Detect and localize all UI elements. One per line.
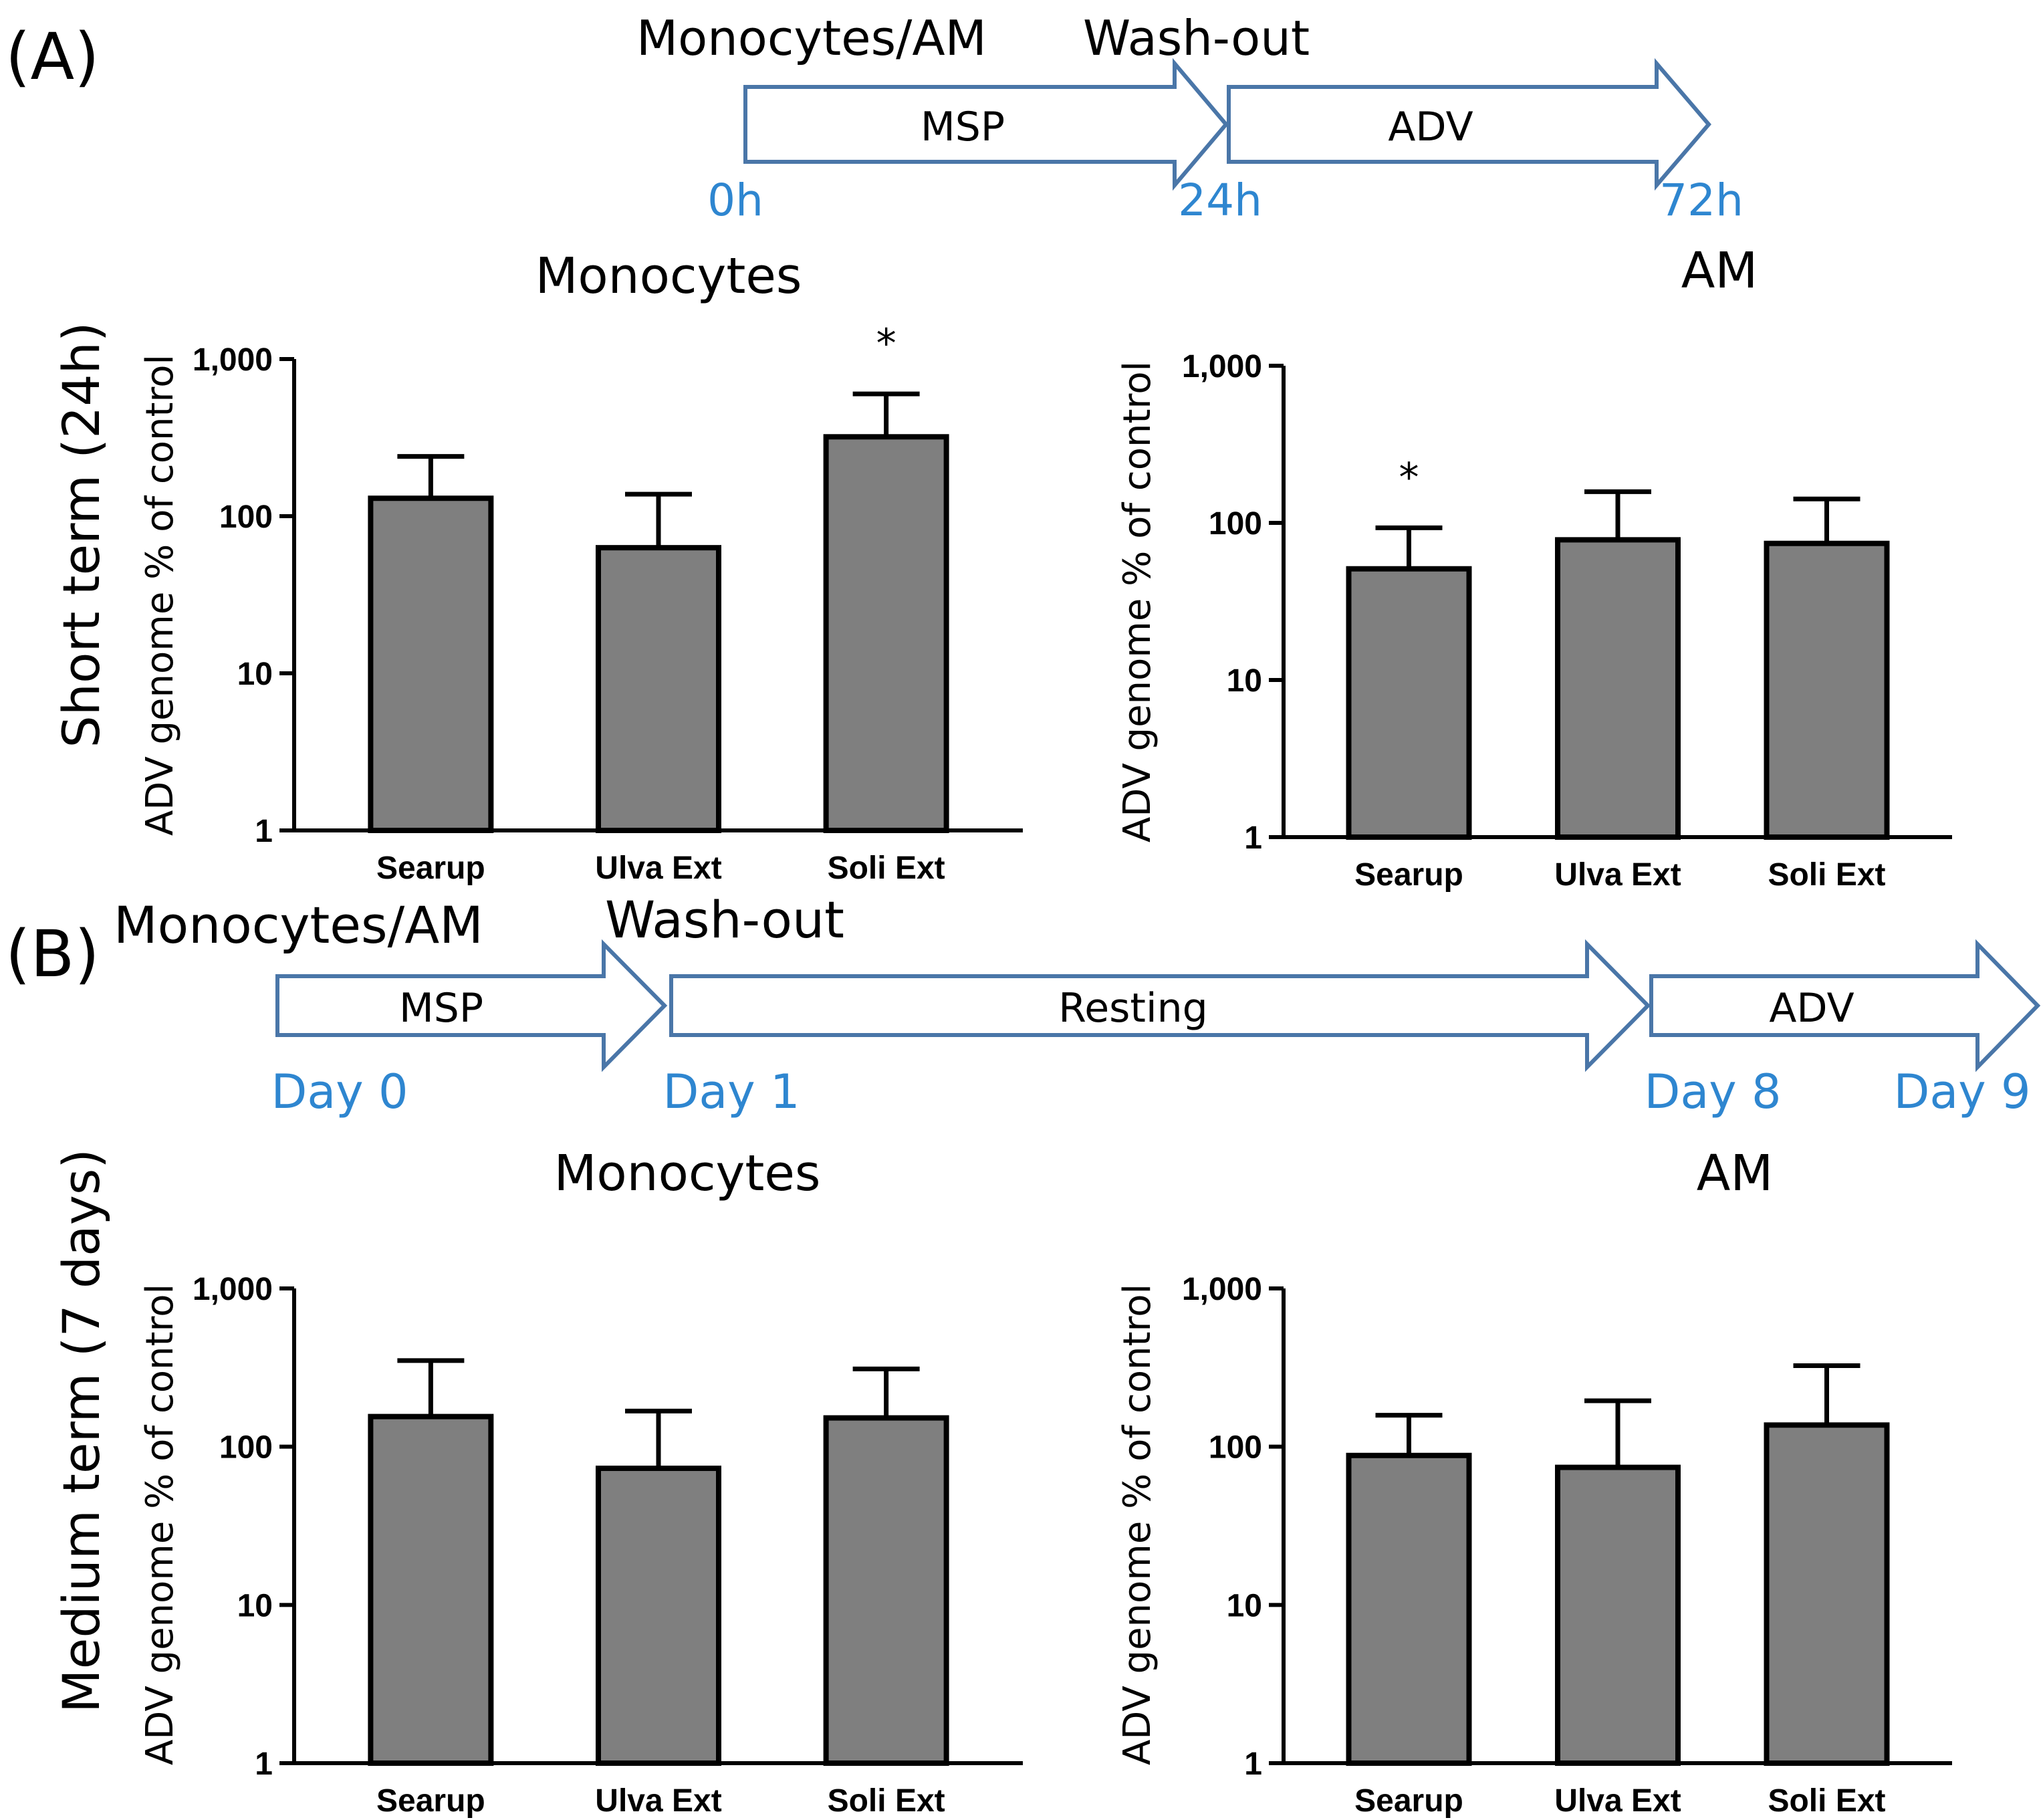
timeline-b-arrow-resting-label: Resting: [1058, 985, 1207, 1032]
timeline-a-time-72h: 72h: [1659, 175, 1744, 226]
timeline-b-time-day1: Day 1: [663, 1064, 800, 1119]
bar: [596, 1466, 721, 1767]
bar: [368, 495, 494, 834]
timeline-a-time-0h: 0h: [707, 175, 763, 226]
y-tick-label: 100: [219, 1430, 273, 1466]
timeline-b-start-label: Monocytes/AM: [114, 895, 483, 955]
y-tick-label: 1: [255, 1746, 273, 1782]
x-tick-label: Soli Ext: [1768, 857, 1885, 893]
bar: [1764, 540, 1890, 840]
x-tick-label: Ulva Ext: [1554, 857, 1681, 893]
chart-b-am: AM ADV genome % of control 1 10 100 1,000 Sear…: [1116, 1145, 1952, 1819]
y-tick-label: 1,000: [1182, 349, 1262, 384]
significance-marker: *: [876, 320, 896, 367]
x-tick-label: Soli Ext: [828, 850, 945, 886]
bar: [1555, 537, 1681, 840]
y-tick-label: 1: [1244, 1746, 1262, 1782]
timeline-a-arrow-adv-label: ADV: [1388, 104, 1473, 150]
panel-a-label: (A): [5, 19, 100, 94]
y-tick-label: 1,000: [1182, 1272, 1262, 1307]
significance-marker: *: [1399, 454, 1419, 501]
bar: [823, 1415, 949, 1766]
row-label-b: Medium term (7 days): [51, 1149, 111, 1713]
y-tick-label: 100: [219, 499, 273, 535]
chart-b-monocytes: Monocytes ADV genome % of control 1 10 100 1,…: [138, 1145, 1023, 1819]
bar: [1764, 1422, 1890, 1767]
x-tick-label: Searup: [1354, 857, 1463, 893]
chart-a-am: AM ADV genome % of control 1 10 100 1,000 * Sea…: [1116, 242, 1952, 893]
y-tick-label: 100: [1209, 1430, 1262, 1466]
chart-title: AM: [1681, 242, 1758, 300]
y-axis-label: ADV genome % of control: [1116, 361, 1159, 842]
panel-b-label: (B): [5, 917, 100, 992]
timeline-b-arrow-msp-label: MSP: [399, 985, 483, 1032]
timeline-a-arrow-msp-label: MSP: [921, 104, 1005, 150]
x-tick-label: Searup: [376, 1783, 485, 1819]
bar: [1346, 1452, 1472, 1766]
bar: [823, 434, 949, 833]
y-tick-label: 1: [1244, 820, 1262, 856]
timeline-a-arrow-msp: [743, 58, 1229, 191]
timeline-b-time-day8: Day 8: [1644, 1064, 1781, 1119]
timeline-b-arrow-msp: [275, 939, 668, 1072]
chart-title: AM: [1697, 1145, 1773, 1202]
chart-a-monocytes: Monocytes ADV genome % of control 1 10 100 1,…: [138, 247, 1023, 886]
timeline-b-time-day9: Day 9: [1893, 1064, 2030, 1119]
y-tick-label: 100: [1209, 506, 1262, 542]
y-axis-label: ADV genome % of control: [138, 354, 182, 836]
x-tick-label: Soli Ext: [828, 1783, 945, 1819]
row-label-a: Short term (24h): [51, 322, 111, 748]
y-tick-label: 10: [237, 657, 273, 692]
x-tick-label: Searup: [1354, 1783, 1463, 1819]
bar: [368, 1413, 494, 1767]
timeline-b-arrow-adv: [1649, 939, 2041, 1072]
y-tick-label: 1,000: [193, 1272, 273, 1307]
timeline-a-washout-label: Wash-out: [1083, 10, 1310, 66]
x-tick-label: Soli Ext: [1768, 1783, 1885, 1819]
bar: [1555, 1464, 1681, 1767]
y-tick-label: 1: [255, 814, 273, 849]
y-tick-label: 1,000: [193, 342, 273, 378]
bar: [596, 545, 721, 833]
y-tick-label: 10: [237, 1588, 273, 1623]
timeline-a-arrow-adv: [1227, 58, 1711, 191]
y-axis-label: ADV genome % of control: [138, 1284, 182, 1765]
y-tick-label: 10: [1227, 1588, 1262, 1623]
timeline-b-time-day0: Day 0: [271, 1064, 408, 1119]
bar: [1346, 566, 1472, 840]
x-tick-label: Ulva Ext: [595, 850, 721, 886]
timeline-b: (B) Monocytes/AM Wash-out MSP Resting AD…: [5, 890, 2041, 1119]
timeline-a: (A) Monocytes/AM Wash-out MSP ADV 0h 24h…: [5, 10, 1744, 226]
timeline-b-washout-label: Wash-out: [605, 890, 844, 949]
timeline-b-arrow-resting: [669, 939, 1651, 1072]
y-axis-label: ADV genome % of control: [1116, 1284, 1159, 1765]
chart-title: Monocytes: [535, 247, 802, 305]
x-tick-label: Searup: [376, 850, 485, 886]
x-tick-label: Ulva Ext: [595, 1783, 721, 1819]
x-tick-label: Ulva Ext: [1554, 1783, 1681, 1819]
y-tick-label: 10: [1227, 663, 1262, 699]
timeline-b-arrow-adv-label: ADV: [1769, 985, 1854, 1032]
timeline-a-start-label: Monocytes/AM: [636, 10, 987, 66]
timeline-a-time-24h: 24h: [1178, 175, 1262, 226]
chart-title: Monocytes: [554, 1145, 821, 1202]
